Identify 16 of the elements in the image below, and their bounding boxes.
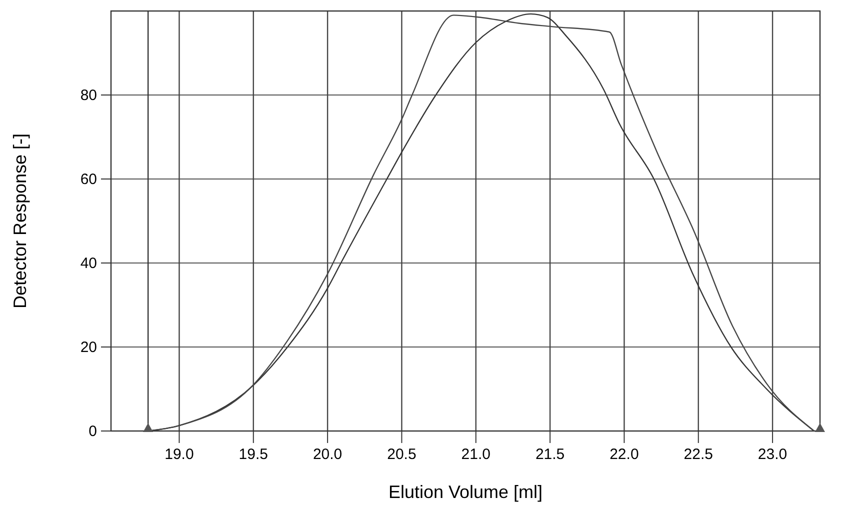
x-tick-label: 23.0 bbox=[758, 446, 788, 463]
x-tick-label: 19.0 bbox=[164, 446, 194, 463]
x-tick-label: 22.0 bbox=[610, 446, 639, 463]
x-tick-label: 20.0 bbox=[312, 446, 342, 463]
x-axis-title: Elution Volume [ml] bbox=[388, 482, 543, 502]
x-tick-label: 21.5 bbox=[535, 446, 565, 463]
y-tick-label: 80 bbox=[80, 87, 97, 104]
y-tick-label: 40 bbox=[80, 255, 97, 272]
x-tick-label: 22.5 bbox=[684, 446, 713, 463]
x-tick-label: 20.5 bbox=[387, 446, 416, 463]
y-tick-label: 60 bbox=[80, 171, 97, 188]
x-tick-label: 21.0 bbox=[461, 446, 490, 463]
y-tick-label: 20 bbox=[80, 339, 97, 356]
y-tick-label: 0 bbox=[88, 423, 97, 440]
x-tick-label: 19.5 bbox=[238, 446, 268, 463]
y-axis-title: Detector Response [-] bbox=[10, 133, 30, 309]
